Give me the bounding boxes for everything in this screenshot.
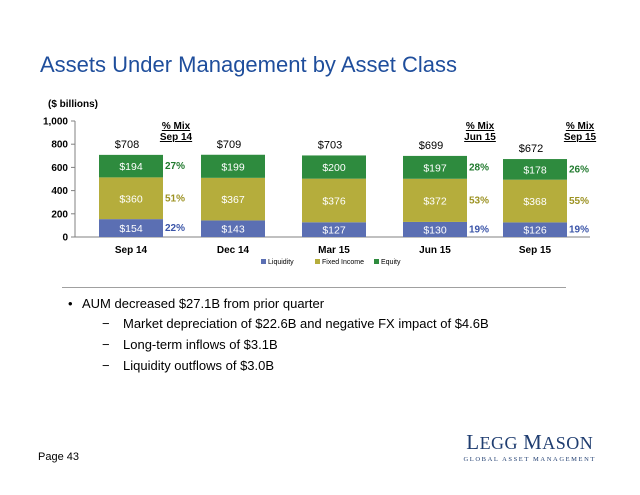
bar-value-label: $154 <box>119 223 143 235</box>
bar-value-label: $360 <box>119 193 143 205</box>
sub-bullet-item: − Market depreciation of $22.6B and nega… <box>68 316 489 331</box>
bar-segment-fixed-income <box>403 178 467 222</box>
bar-segment-fixed-income <box>99 177 163 220</box>
bar-value-label: $130 <box>423 224 447 236</box>
x-tick-label: Mar 15 <box>318 245 350 256</box>
logo-tagline: GLOBAL ASSET MANAGEMENT <box>463 456 596 463</box>
sub-bullet-item: − Long-term inflows of $3.1B <box>68 337 489 352</box>
bar-segment-liquidity <box>302 222 366 237</box>
aum-stacked-bar-chart: 0 200 400 600 800 1,000 $154 $360 $194 $708 Sep 14… <box>43 117 597 267</box>
bar-total-label: $672 <box>519 143 543 155</box>
bar-value-label: $200 <box>322 162 346 174</box>
bar-total-label: $708 <box>115 139 139 151</box>
bullet-list: AUM decreased $27.1B from prior quarter … <box>68 296 489 379</box>
bar-segment-fixed-income <box>201 177 265 221</box>
y-tick-label: 0 <box>62 233 68 244</box>
bar-value-label: $178 <box>523 164 547 176</box>
bar-segment-fixed-income <box>503 179 567 223</box>
bullet-item: AUM decreased $27.1B from prior quarter <box>68 296 489 311</box>
mix-percent-label: 22% <box>165 223 185 234</box>
bar-segment-equity <box>403 155 467 179</box>
page-number: Page 43 <box>38 451 79 463</box>
y-tick-label: 200 <box>51 209 68 220</box>
bar-segment-equity <box>503 159 567 180</box>
bar-value-label: $367 <box>221 194 245 206</box>
bar-value-label: $126 <box>523 225 547 237</box>
bar-segment-fixed-income <box>302 178 366 223</box>
bar-value-label: $368 <box>523 196 547 208</box>
dash-marker: − <box>102 316 110 331</box>
bar-value-label: $376 <box>322 195 346 207</box>
x-tick-label: Sep 14 <box>115 245 148 256</box>
mix-percent-label: 55% <box>569 196 589 207</box>
legend-swatch <box>315 259 320 264</box>
y-tick-label: 1,000 <box>43 117 68 128</box>
x-tick-label: Jun 15 <box>419 245 451 256</box>
bar-total-label: $699 <box>419 140 443 152</box>
mix-header-line: Sep 15 <box>564 132 597 143</box>
dash-marker: − <box>102 337 110 352</box>
sub-bullet-text: Market depreciation of $22.6B and negati… <box>123 316 489 331</box>
mix-percent-label: 26% <box>569 164 589 175</box>
legend-swatch <box>261 259 266 264</box>
mix-percent-label: 27% <box>165 161 185 172</box>
legend-label: Liquidity <box>268 259 294 266</box>
divider <box>62 287 566 288</box>
mix-header-line: % Mix <box>162 121 191 132</box>
sub-bullet-text: Liquidity outflows of $3.0B <box>123 358 275 373</box>
bar-value-label: $127 <box>322 225 346 237</box>
page-title: Assets Under Management by Asset Class <box>40 52 457 77</box>
bar-segment-liquidity <box>403 221 467 237</box>
bar-value-label: $372 <box>423 195 447 207</box>
bar-value-label: $143 <box>221 224 245 236</box>
bar-value-label: $199 <box>221 161 245 173</box>
dash-marker: − <box>102 358 110 373</box>
mix-percent-label: 19% <box>469 224 489 235</box>
bar-value-label: $194 <box>119 161 143 173</box>
bar-segment-liquidity <box>201 220 265 237</box>
mix-header-line: Sep 14 <box>160 132 193 143</box>
bar-segment-equity <box>302 155 366 179</box>
legend-label: Fixed Income <box>322 259 364 266</box>
y-tick-label: 800 <box>51 140 68 151</box>
bar-total-label: $703 <box>318 139 342 151</box>
bar-value-label: $197 <box>423 162 447 174</box>
mix-percent-label: 28% <box>469 162 489 173</box>
sub-bullet-item: − Liquidity outflows of $3.0B <box>68 358 489 373</box>
legend-swatch <box>374 259 379 264</box>
mix-header-line: Jun 15 <box>464 132 496 143</box>
bullet-text: AUM decreased $27.1B from prior quarter <box>82 296 325 311</box>
bar-segment-liquidity <box>503 222 567 237</box>
legg-mason-logo: LEGG MASON GLOBAL ASSET MANAGEMENT <box>464 430 597 463</box>
bar-segment-equity <box>201 154 265 178</box>
mix-percent-label: 51% <box>165 193 185 204</box>
mix-header-line: % Mix <box>566 121 595 132</box>
bar-segment-equity <box>99 154 163 178</box>
mix-percent-label: 19% <box>569 225 589 236</box>
y-tick-label: 600 <box>51 163 68 174</box>
y-tick-label: 400 <box>51 186 68 197</box>
logo-wordmark: LEGG MASON <box>466 430 594 454</box>
bar-segment-liquidity <box>99 219 163 237</box>
legend-label: Equity <box>381 259 401 266</box>
sub-bullet-text: Long-term inflows of $3.1B <box>123 337 278 352</box>
x-tick-label: Dec 14 <box>217 245 250 256</box>
bar-total-label: $709 <box>217 139 241 151</box>
mix-percent-label: 53% <box>469 195 489 206</box>
x-tick-label: Sep 15 <box>519 245 552 256</box>
mix-header-line: % Mix <box>466 121 495 132</box>
chart-units-label: ($ billions) <box>48 99 98 110</box>
